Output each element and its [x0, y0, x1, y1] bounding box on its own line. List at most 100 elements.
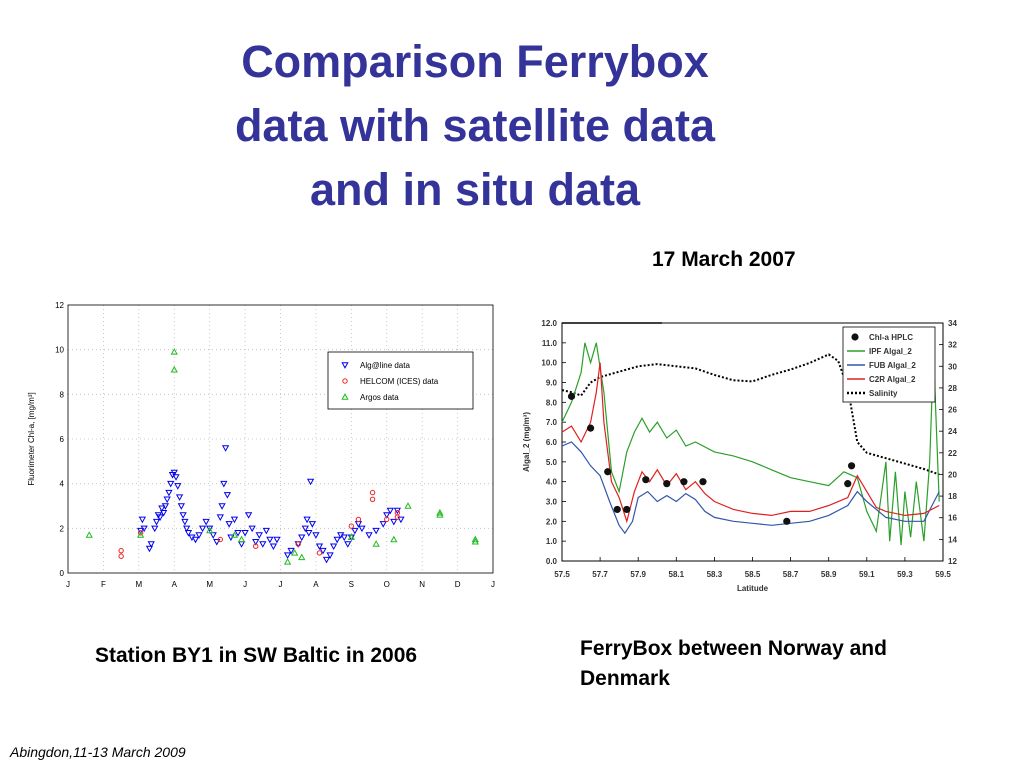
data-point [234, 530, 242, 537]
x-tick-label: 58.9 [821, 570, 837, 579]
slide-title: Comparison Ferrybox data with satellite … [150, 30, 800, 222]
data-point [151, 525, 159, 533]
caption-ferrybox: FerryBox between Norway and Denmark [580, 637, 887, 690]
y-axis-label: Fluorimeter Chl-a, [mg/m³] [27, 392, 36, 485]
data-point [230, 516, 239, 524]
x-tick-label: J [243, 580, 247, 589]
y-tick-label: 6.0 [546, 438, 558, 447]
data-point [319, 547, 327, 555]
series-line-c2r-algal-2 [561, 362, 940, 524]
x-tick-label: 57.5 [554, 570, 570, 579]
data-point [316, 550, 323, 556]
data-point [213, 538, 221, 546]
y2-axis-label: Salinity [964, 427, 965, 456]
data-point [184, 530, 193, 537]
hplc-point [783, 517, 791, 525]
data-point [175, 494, 184, 501]
legend-label: C2R Algal_2 [869, 375, 916, 384]
x-tick-label: 59.1 [859, 570, 875, 579]
hplc-point [699, 478, 707, 486]
y-tick-label: 1.0 [546, 537, 558, 546]
y2-tick-label: 30 [948, 362, 957, 371]
data-point [301, 525, 309, 533]
x-tick-label: 57.9 [630, 570, 646, 579]
data-point [220, 480, 228, 488]
data-point [322, 556, 331, 564]
legend-label: Salinity [869, 389, 898, 398]
data-point [287, 547, 295, 555]
x-tick-label: A [313, 580, 319, 589]
data-point [340, 534, 348, 542]
data-point [163, 496, 171, 504]
data-point [348, 523, 355, 529]
y-tick-label: 4 [60, 480, 65, 489]
data-point [152, 518, 161, 526]
data-point [237, 535, 246, 543]
x-tick-label: 59.3 [897, 570, 913, 579]
series-line-fub-algal-2 [561, 441, 940, 535]
hplc-point [604, 468, 612, 476]
hplc-point [663, 480, 671, 488]
legend-label: HELCOM (ICES) data [360, 377, 439, 386]
data-point [217, 536, 223, 543]
data-point [237, 541, 246, 548]
y-tick-label: 12.0 [541, 319, 557, 328]
data-point [118, 547, 124, 554]
x-tick-label: J [66, 580, 70, 589]
data-point [358, 525, 366, 533]
data-point [390, 518, 398, 526]
data-point [167, 480, 175, 488]
data-point [379, 521, 387, 528]
y2-tick-label: 28 [948, 384, 957, 393]
data-point [161, 503, 170, 510]
data-point [177, 503, 185, 510]
data-point [198, 525, 207, 533]
data-point [181, 518, 189, 526]
data-point [170, 365, 178, 373]
data-point [273, 536, 281, 544]
data-point [174, 483, 182, 490]
data-point [206, 526, 214, 534]
data-point [118, 553, 124, 559]
data-point [218, 503, 226, 510]
data-point [312, 532, 320, 539]
data-point [383, 512, 391, 519]
legend-label: Alg@line data [360, 361, 410, 370]
data-point [369, 489, 376, 496]
x-tick-label: 58.3 [707, 570, 723, 579]
data-point [372, 527, 380, 535]
y-tick-label: 12 [55, 301, 64, 310]
data-point [471, 535, 479, 543]
data-point [252, 538, 260, 546]
legend-label: FUB Algal_2 [869, 361, 916, 370]
data-point [266, 536, 274, 544]
data-point [262, 527, 270, 535]
data-point [206, 525, 214, 533]
data-point [303, 516, 311, 524]
data-point [291, 549, 299, 556]
data-point [147, 541, 155, 548]
data-point [223, 492, 232, 499]
data-point [344, 541, 352, 548]
data-point [172, 474, 180, 481]
data-point [225, 521, 233, 528]
legend-marker [341, 362, 349, 369]
footer-location-date: Abingdon,11-13 March 2009 [10, 744, 186, 760]
y2-tick-label: 34 [948, 319, 957, 328]
data-point [253, 543, 259, 549]
data-point [315, 543, 324, 551]
data-point [333, 536, 341, 544]
x-tick-label: J [491, 580, 495, 589]
y-tick-label: 8 [60, 390, 65, 399]
x-tick-label: 58.7 [783, 570, 799, 579]
data-point [230, 531, 239, 538]
data-point [306, 478, 315, 486]
x-tick-label: D [455, 580, 461, 589]
x-tick-label: 58.5 [745, 570, 761, 579]
title-line-3: and in situ data [309, 164, 641, 215]
x-tick-label: M [206, 580, 213, 589]
data-point [85, 531, 93, 538]
y-tick-label: 2.0 [546, 517, 558, 526]
y-tick-label: 11.0 [542, 339, 558, 348]
